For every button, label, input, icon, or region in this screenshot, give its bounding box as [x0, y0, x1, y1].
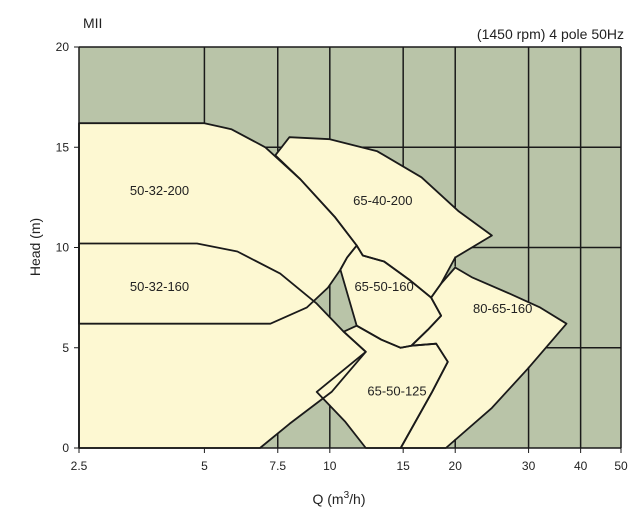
region-50-32-160	[79, 243, 366, 448]
y-axis-ticks: 0 5 10 15 20	[56, 40, 79, 455]
region-label-65-50-160: 65-50-160	[354, 279, 413, 294]
x-tick-label: 40	[574, 459, 588, 473]
y-tick-label: 5	[62, 341, 69, 355]
y-tick-label: 10	[56, 241, 70, 255]
x-axis-ticks: 2.5 5 7.5 10 15 20 30 40 50	[71, 448, 628, 473]
region-80-65-160	[400, 267, 567, 448]
region-outline-65-50-125	[315, 324, 449, 449]
grid-lines	[79, 46, 622, 448]
region-65-50-125	[316, 325, 448, 448]
x-tick-label: 2.5	[71, 459, 88, 473]
y-tick-label: 20	[56, 40, 70, 54]
region-65-40-200	[275, 137, 492, 298]
chart-subtitle: (1450 rpm) 4 pole 50Hz	[477, 26, 624, 42]
chart-title: MII	[83, 15, 102, 31]
region-label-65-50-125: 65-50-125	[367, 383, 426, 398]
y-axis-label: Head (m)	[27, 218, 43, 276]
region-label-50-32-200: 50-32-200	[130, 183, 189, 198]
region-labels: 50-32-200 50-32-160 65-40-200 65-50-160 80-6…	[130, 183, 532, 399]
x-tick-label: 30	[522, 459, 536, 473]
x-tick-label: 7.5	[269, 459, 286, 473]
y-tick-label: 15	[56, 140, 70, 154]
y-tick-label: 0	[62, 441, 69, 455]
region-label-80-65-160: 80-65-160	[473, 301, 532, 316]
x-tick-label: 15	[396, 459, 410, 473]
region-label-50-32-160: 50-32-160	[130, 279, 189, 294]
x-tick-label: 20	[449, 459, 463, 473]
region-65-50-160	[340, 245, 442, 348]
pump-regions	[79, 123, 567, 448]
x-axis-label: Q (m3/h)	[312, 490, 365, 507]
x-tick-label: 50	[614, 459, 628, 473]
x-tick-label: 10	[323, 459, 337, 473]
x-tick-label: 5	[201, 459, 208, 473]
region-label-65-40-200: 65-40-200	[353, 193, 412, 208]
region-outline-80-65-160	[399, 266, 568, 449]
